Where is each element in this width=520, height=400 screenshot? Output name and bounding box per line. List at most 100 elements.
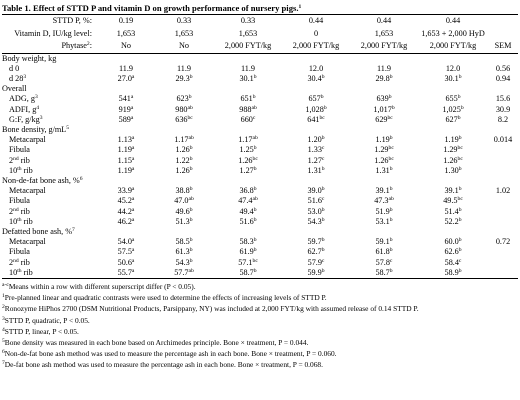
data-cell: 36.8b: [214, 186, 282, 196]
table-title: Table 1. Effect of STTD P and vitamin D …: [2, 2, 518, 15]
footnote: 5Bone density was measured in each bone …: [2, 337, 518, 348]
cell-value-sup: bc: [457, 155, 463, 162]
row-label-text: Fibula: [9, 145, 30, 155]
data-row: 2nd rib 1.15a 1.22b 1.26bc 1.27c 1.26bc 1.26bc: [2, 156, 518, 166]
cell-value-sup: ab: [188, 135, 194, 142]
header-row: Vitamin D, IU/kg level: 1,653 1,653 1,653 0 1…: [2, 28, 518, 41]
section-row: Defatted bone ash, %7: [2, 227, 518, 237]
cell-value-sup: b: [458, 186, 462, 193]
row-label-text-sup: nd: [13, 155, 19, 162]
data-cell: 1.26bc: [214, 156, 282, 166]
header-cell: 0: [282, 28, 350, 41]
cell-value: 1.02: [495, 186, 511, 196]
cell-value: 1.26: [374, 155, 389, 165]
header-cell-text: 2,000 FYT/kg: [292, 41, 340, 50]
cell-value: 8.2: [497, 114, 509, 124]
row-label: 10th rib: [2, 217, 98, 227]
data-cell: 54.3b: [282, 217, 350, 227]
data-cell: 58.9b: [418, 267, 488, 279]
row-label-text: Metacarpal: [9, 135, 46, 145]
cell-value-sup: bc: [252, 155, 258, 162]
section-row: Non-de-fat bone ash, %6: [2, 176, 518, 186]
row-label-text-sup: th: [17, 267, 22, 274]
row-label-text: 10: [9, 165, 18, 175]
data-cell: 1.19a: [98, 145, 154, 155]
footnotes: a-cMeans within a row with different sup…: [2, 281, 518, 371]
cell-value: 655: [445, 94, 458, 104]
data-cell: 655b: [418, 94, 488, 104]
cell-value: 1.30: [444, 165, 459, 175]
cell-value: 1,028: [305, 104, 324, 114]
data-cell: 57.8c: [350, 258, 418, 268]
cell-value-sup: b: [458, 247, 462, 254]
header-label-text-after: :: [89, 41, 92, 50]
cell-value-sup: b: [253, 206, 257, 213]
footnote-mark: 7: [2, 360, 5, 367]
data-cell: 636bc: [154, 115, 214, 125]
cell-value-sup: b: [321, 206, 325, 213]
cell-value-sup: b: [389, 186, 393, 193]
row-label-text: G:F, g/kg: [9, 114, 40, 124]
cell-value: 59.1: [375, 237, 390, 247]
data-cell: 1.13a: [98, 135, 154, 145]
data-cell: 12.0: [282, 64, 350, 74]
cell-value-sup: a: [130, 104, 134, 111]
footnote: 7De-fat bone ash method was used to meas…: [2, 359, 518, 370]
cell-value: 1,025: [442, 104, 461, 114]
cell-value-sup: b: [458, 216, 462, 223]
footnote-mark: 6: [2, 349, 5, 356]
row-label: Fibula: [2, 196, 98, 206]
header-cell: 2,000 FYT/kg: [214, 40, 282, 54]
header-label-text: Phytase: [61, 41, 87, 50]
data-cell: 47.0ab: [154, 196, 214, 206]
row-label-text-sup: 3: [39, 114, 43, 121]
data-cell: 541a: [98, 94, 154, 104]
cell-value: 0.014: [493, 135, 513, 145]
row-label-text-after: rib: [21, 165, 33, 175]
data-cell: 11.9: [350, 64, 418, 74]
cell-value: 49.5: [443, 196, 458, 206]
cell-value: 57.8: [375, 257, 390, 267]
cell-value-sup: b: [189, 73, 193, 80]
cell-value-sup: a: [131, 186, 135, 193]
cell-value-sup: bc: [388, 155, 394, 162]
cell-value: 59.9: [307, 267, 322, 277]
cell-value: 51.9: [375, 206, 390, 216]
cell-value: 50.6: [117, 257, 132, 267]
cell-value: 11.9: [376, 63, 392, 73]
section-label-text: Body weight, kg: [2, 53, 57, 63]
data-cell: [488, 156, 518, 166]
data-cell: 54.3b: [154, 258, 214, 268]
cell-value-sup: bc: [387, 114, 393, 121]
data-cell: 1.26bc: [350, 156, 418, 166]
data-cell: 641bc: [282, 115, 350, 125]
data-cell: 639b: [350, 94, 418, 104]
cell-value: 54.0: [117, 237, 132, 247]
cell-value-sup: b: [321, 237, 325, 244]
data-cell: 47.4ab: [214, 196, 282, 206]
cell-value-sup: b: [391, 104, 395, 111]
section-label-text-sup: 7: [72, 226, 75, 233]
row-label-text: Metacarpal: [9, 186, 46, 196]
cell-value: 919: [118, 104, 131, 114]
header-cell: 1,653: [98, 28, 154, 41]
cell-value: 57.5: [117, 247, 132, 257]
cell-value-sup: b: [189, 237, 193, 244]
cell-value: 33.9: [117, 186, 132, 196]
data-cell: 38.8b: [154, 186, 214, 196]
data-row: 10th rib 46.2a 51.3b 51.6b 54.3b 53.1b 52.2b: [2, 217, 518, 227]
row-label-text: 2: [9, 257, 14, 267]
cell-value-sup: b: [253, 237, 257, 244]
cell-value-sup: bc: [319, 114, 325, 121]
data-cell: 988ab: [214, 105, 282, 115]
data-cell: 27.0a: [98, 74, 154, 84]
data-row: Fibula 57.5a 61.3b 61.9b 62.7b 61.8b 62.6b: [2, 247, 518, 257]
cell-value: 660: [240, 114, 253, 124]
data-cell: 589a: [98, 115, 154, 125]
header-label: Vitamin D, IU/kg level:: [2, 28, 98, 41]
cell-value-sup: b: [321, 216, 325, 223]
data-cell: 0.56: [488, 64, 518, 74]
cell-value-sup: a: [131, 196, 135, 203]
cell-value: 589: [118, 114, 131, 124]
header-cell-text: 1,653: [374, 28, 394, 38]
